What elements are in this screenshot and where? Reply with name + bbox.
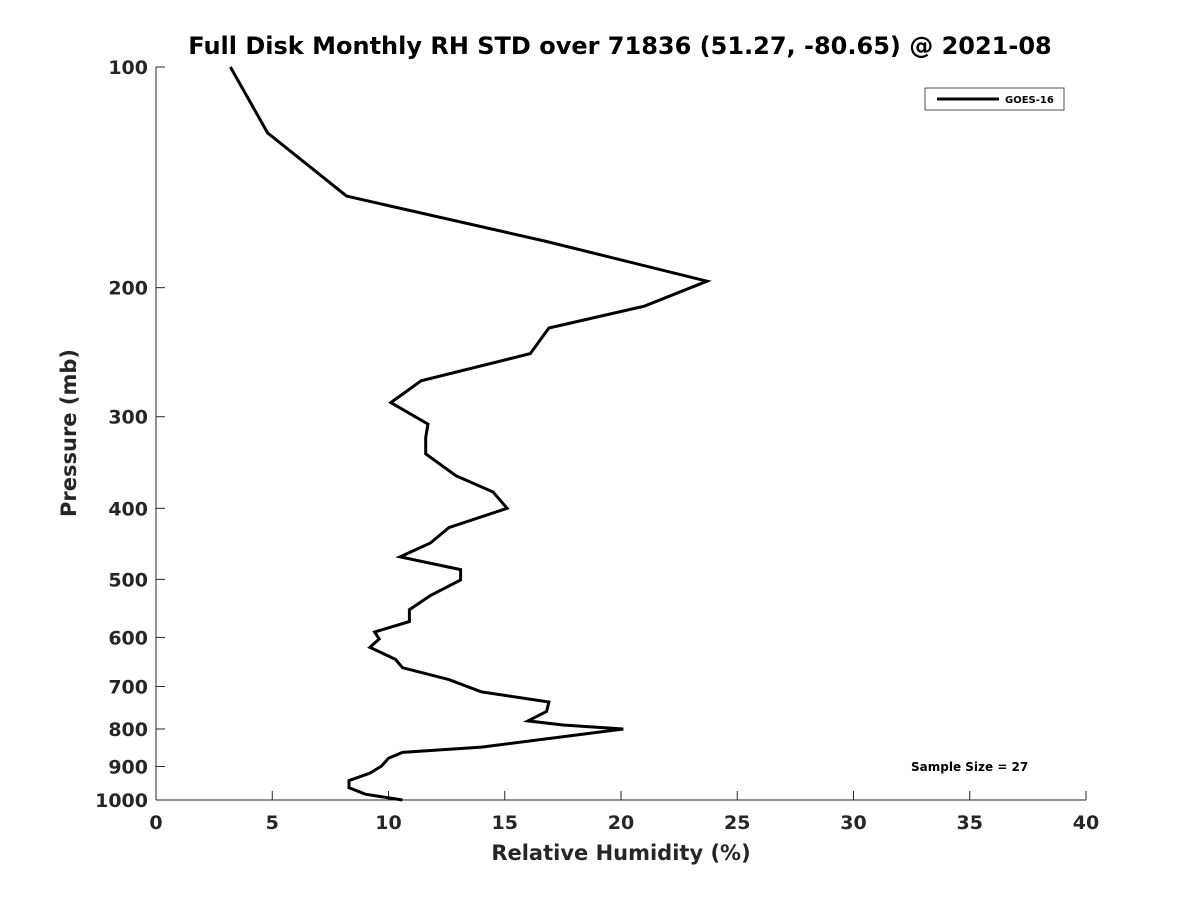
x-tick-label: 30 [840, 812, 866, 834]
series-layer [229, 66, 712, 802]
x-tick-label: 35 [957, 812, 983, 834]
y-tick-label: 200 [108, 278, 148, 300]
y-tick-label: 600 [108, 627, 148, 649]
x-tick-label: 20 [608, 812, 634, 834]
legend: GOES-16 [924, 87, 1065, 111]
x-axis-label: Relative Humidity (%) [491, 841, 750, 865]
y-tick-label: 700 [108, 676, 148, 698]
y-tick-label: 900 [108, 756, 148, 778]
x-tick-label: 10 [375, 812, 401, 834]
y-axis-label: Pressure (mb) [57, 349, 81, 517]
y-tick-label: 1000 [95, 790, 148, 812]
x-tick-label: 15 [492, 812, 518, 834]
legend-entry-goes-16: GOES-16 [1005, 95, 1054, 106]
y-ticks: 100 200 300 400 500 600 700 800 900 1000 [95, 57, 165, 812]
x-tick-label: 40 [1073, 812, 1099, 834]
x-tick-label: 5 [266, 812, 279, 834]
y-tick-label: 800 [108, 719, 148, 741]
chart-title: Full Disk Monthly RH STD over 71836 (51.… [188, 32, 1051, 60]
y-tick-label: 400 [108, 498, 148, 520]
y-tick-label: 500 [108, 569, 148, 591]
x-ticks: 0 5 10 15 20 25 30 35 40 [149, 791, 1099, 834]
x-tick-label: 25 [724, 812, 750, 834]
series-line-goes-16 [229, 66, 712, 802]
y-tick-label: 100 [108, 57, 148, 79]
x-tick-label: 0 [149, 812, 162, 834]
sample-size-annotation: Sample Size = 27 [911, 760, 1028, 774]
y-tick-label: 300 [108, 407, 148, 429]
plot-area [156, 67, 1086, 800]
